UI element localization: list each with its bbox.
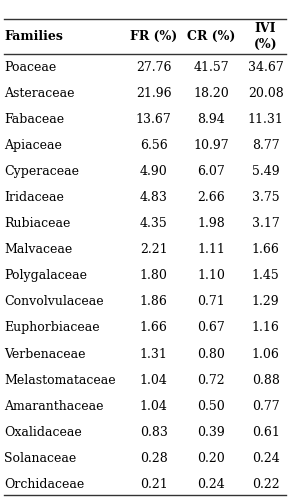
Text: 11.31: 11.31 — [248, 113, 284, 126]
Text: 21.96: 21.96 — [136, 87, 171, 100]
Text: 34.67: 34.67 — [248, 60, 284, 74]
Text: Rubiaceae: Rubiaceae — [4, 217, 71, 230]
Text: FR (%): FR (%) — [130, 30, 177, 43]
Text: 3.75: 3.75 — [252, 191, 280, 204]
Text: 1.10: 1.10 — [197, 269, 225, 282]
Text: 2.66: 2.66 — [197, 191, 225, 204]
Text: Apiaceae: Apiaceae — [4, 139, 62, 152]
Text: 1.11: 1.11 — [197, 243, 225, 256]
Text: 1.04: 1.04 — [140, 400, 168, 413]
Text: Orchidaceae: Orchidaceae — [4, 478, 84, 491]
Text: 0.28: 0.28 — [140, 452, 168, 465]
Text: 1.06: 1.06 — [252, 348, 280, 360]
Text: 1.31: 1.31 — [140, 348, 168, 360]
Text: 0.21: 0.21 — [140, 478, 168, 491]
Text: 0.80: 0.80 — [197, 348, 225, 360]
Text: 8.77: 8.77 — [252, 139, 280, 152]
Text: 0.71: 0.71 — [197, 295, 225, 308]
Text: Melastomataceae: Melastomataceae — [4, 373, 116, 387]
Text: 1.80: 1.80 — [140, 269, 168, 282]
Text: 18.20: 18.20 — [193, 87, 229, 100]
Text: 10.97: 10.97 — [193, 139, 229, 152]
Text: Solanaceae: Solanaceae — [4, 452, 77, 465]
Text: Amaranthaceae: Amaranthaceae — [4, 400, 104, 413]
Text: 20.08: 20.08 — [248, 87, 284, 100]
Text: 1.86: 1.86 — [140, 295, 168, 308]
Text: 0.61: 0.61 — [252, 426, 280, 439]
Text: 13.67: 13.67 — [136, 113, 171, 126]
Text: 1.16: 1.16 — [252, 322, 280, 335]
Text: Verbenaceae: Verbenaceae — [4, 348, 86, 360]
Text: Malvaceae: Malvaceae — [4, 243, 72, 256]
Text: 41.57: 41.57 — [193, 60, 229, 74]
Text: 1.66: 1.66 — [252, 243, 280, 256]
Text: 0.22: 0.22 — [252, 478, 280, 491]
Text: 0.88: 0.88 — [252, 373, 280, 387]
Text: Cyperaceae: Cyperaceae — [4, 165, 79, 178]
Text: 0.72: 0.72 — [197, 373, 225, 387]
Text: 0.24: 0.24 — [252, 452, 280, 465]
Text: 5.49: 5.49 — [252, 165, 280, 178]
Text: Fabaceae: Fabaceae — [4, 113, 64, 126]
Text: 1.29: 1.29 — [252, 295, 280, 308]
Text: Iridaceae: Iridaceae — [4, 191, 64, 204]
Text: Euphorbiaceae: Euphorbiaceae — [4, 322, 100, 335]
Text: IVI
(%): IVI (%) — [254, 23, 278, 50]
Text: 1.98: 1.98 — [197, 217, 225, 230]
Text: 1.45: 1.45 — [252, 269, 280, 282]
Text: 0.39: 0.39 — [197, 426, 225, 439]
Text: 0.83: 0.83 — [140, 426, 168, 439]
Text: 6.07: 6.07 — [197, 165, 225, 178]
Text: 0.20: 0.20 — [197, 452, 225, 465]
Text: CR (%): CR (%) — [187, 30, 235, 43]
Text: Asteraceae: Asteraceae — [4, 87, 75, 100]
Text: Polygalaceae: Polygalaceae — [4, 269, 87, 282]
Text: 6.56: 6.56 — [140, 139, 168, 152]
Text: 4.35: 4.35 — [140, 217, 168, 230]
Text: Poaceae: Poaceae — [4, 60, 57, 74]
Text: 0.77: 0.77 — [252, 400, 280, 413]
Text: 2.21: 2.21 — [140, 243, 167, 256]
Text: 27.76: 27.76 — [136, 60, 171, 74]
Text: 3.17: 3.17 — [252, 217, 280, 230]
Text: 4.83: 4.83 — [140, 191, 168, 204]
Text: 8.94: 8.94 — [197, 113, 225, 126]
Text: 0.24: 0.24 — [197, 478, 225, 491]
Text: 1.66: 1.66 — [140, 322, 168, 335]
Text: Families: Families — [4, 30, 63, 43]
Text: Oxalidaceae: Oxalidaceae — [4, 426, 82, 439]
Text: 4.90: 4.90 — [140, 165, 168, 178]
Text: 0.50: 0.50 — [197, 400, 225, 413]
Text: 0.67: 0.67 — [197, 322, 225, 335]
Text: Convolvulaceae: Convolvulaceae — [4, 295, 104, 308]
Text: 1.04: 1.04 — [140, 373, 168, 387]
